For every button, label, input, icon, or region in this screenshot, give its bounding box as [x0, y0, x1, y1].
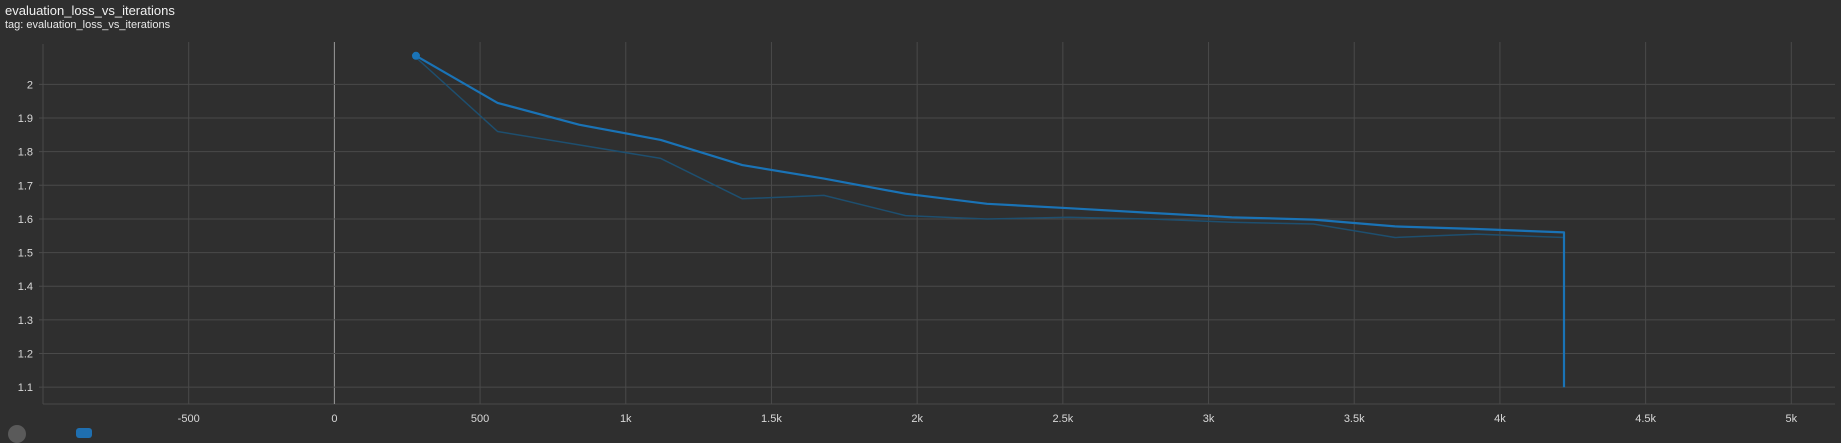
y-tick-label: 2	[27, 79, 33, 91]
x-tick-label: 2.5k	[1052, 413, 1073, 425]
line-chart[interactable]: -500 0 500 1k 1.5k 2k 2.5k 3k 3.5k 4k 4.5k 5k 1.11.…	[0, 0, 1841, 433]
y-tick-label: 1.5	[18, 248, 33, 260]
series	[411, 51, 1566, 388]
x-tick-label: 1.5k	[761, 413, 782, 425]
x-tick-label: -500	[178, 413, 200, 425]
x-tick-label: 1k	[620, 413, 632, 425]
x-axis-ticks: -500 0 500 1k 1.5k 2k 2.5k 3k 3.5k 4k 4.5k 5k	[178, 413, 1798, 425]
chart-toggle-icon[interactable]	[76, 428, 92, 438]
y-tick-label: 1.7	[18, 180, 33, 192]
x-tick-label: 0	[331, 413, 337, 425]
series-start-point[interactable]	[411, 51, 420, 60]
y-tick-label: 1.1	[18, 382, 33, 394]
x-tick-label: 500	[471, 413, 489, 425]
y-tick-label: 1.8	[18, 147, 33, 159]
raw-series-line[interactable]	[415, 56, 1565, 388]
chart-control-icon[interactable]	[8, 425, 26, 443]
x-tick-label: 4.5k	[1635, 413, 1656, 425]
y-tick-label: 1.4	[18, 281, 33, 293]
smoothed-series-line[interactable]	[415, 54, 1566, 388]
x-tick-label: 4k	[1494, 413, 1506, 425]
x-tick-label: 3k	[1203, 413, 1215, 425]
x-tick-label: 3.5k	[1344, 413, 1365, 425]
x-tick-label: 2k	[911, 413, 923, 425]
x-tick-label: 5k	[1785, 413, 1797, 425]
y-axis-ticks: 1.1 1.2 1.3 1.4 1.5 1.6 1.7 1.8 1.9 2	[18, 79, 33, 394]
y-tick-label: 1.2	[18, 349, 33, 361]
y-tick-label: 1.6	[18, 214, 33, 226]
y-tick-label: 1.3	[18, 315, 33, 327]
grid	[39, 42, 1835, 405]
chart-title: evaluation_loss_vs_iterations	[5, 3, 175, 18]
chart-tag: tag: evaluation_loss_vs_iterations	[5, 19, 171, 31]
y-tick-label: 1.9	[18, 113, 33, 125]
